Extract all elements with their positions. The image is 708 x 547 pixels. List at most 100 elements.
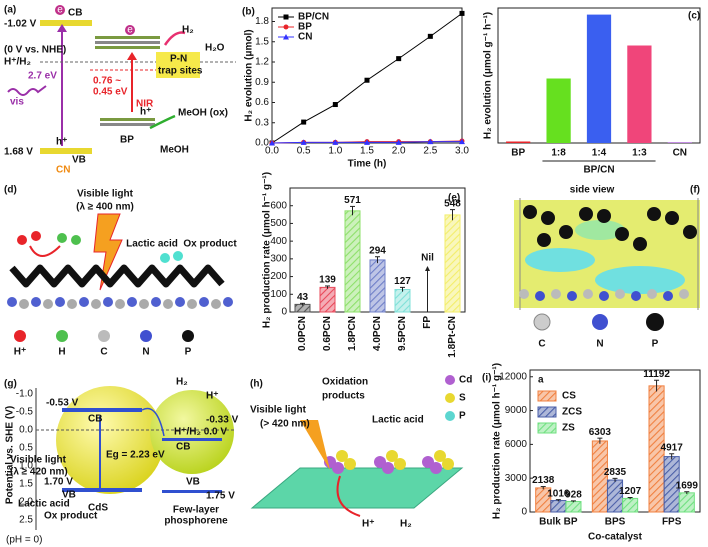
cn-cb <box>40 20 92 26</box>
electron <box>125 25 135 35</box>
atom <box>160 253 170 263</box>
x-tick-label: 0.5 <box>297 146 311 157</box>
legend-label: P <box>459 411 466 422</box>
legend-swatch <box>98 330 110 342</box>
tick-label: -1.0 <box>16 389 34 400</box>
atom <box>71 235 81 245</box>
value-label: 2835 <box>604 467 627 478</box>
cn-layer <box>7 297 233 309</box>
legend-label: N <box>142 347 149 358</box>
label: H₂ <box>400 519 412 530</box>
legend-swatch <box>537 406 557 418</box>
panel-g: (g) Potential vs. SHE (V) -1.0 -0.5 0.0 … <box>4 377 239 546</box>
label: CB <box>68 8 82 19</box>
x-tick-label: Bulk BP <box>539 517 578 528</box>
panel-h: (h) Visible light (> 420 nm) Oxidation p… <box>250 375 472 530</box>
transfer-arrow <box>141 407 165 437</box>
y-tick-label: 1.2 <box>255 57 269 68</box>
bar <box>319 286 336 313</box>
label: -1.02 V <box>4 19 37 30</box>
x-tick-label: 2.5 <box>423 146 437 157</box>
label: e <box>127 25 133 36</box>
point <box>459 10 465 16</box>
bp-cb <box>162 438 222 441</box>
label: 2.7 eV <box>28 71 57 82</box>
y-tick-label: 0.9 <box>255 77 269 88</box>
label: Ox product <box>183 239 237 250</box>
x-tick-label: 9.5PCN <box>397 316 408 351</box>
view-label: side view <box>570 185 615 196</box>
y-tick-label: 6000 <box>505 439 528 450</box>
cds-particle <box>56 386 164 494</box>
label: H⁺/H₂ <box>4 57 31 68</box>
label: CB <box>88 414 102 425</box>
y-tick-label: 12000 <box>499 371 527 382</box>
y-tick-label: 200 <box>270 271 287 282</box>
label: CN <box>56 165 70 176</box>
x-tick-label: FP <box>422 316 433 329</box>
value-label: 139 <box>319 275 336 286</box>
tick-label: 0.5 <box>19 443 33 454</box>
label: products <box>322 391 365 402</box>
x-tick-label: 3.0 <box>455 146 469 157</box>
legend-swatch <box>140 330 152 342</box>
x-tick-label: BPS <box>605 517 626 528</box>
label: (> 420 nm) <box>260 419 310 430</box>
label: H⁺ <box>362 519 375 530</box>
point <box>395 139 402 145</box>
cds-vb <box>62 488 142 492</box>
point <box>332 139 339 145</box>
legend-label: C <box>100 347 107 358</box>
value-label: 548 <box>444 198 461 209</box>
label: Lactic acid <box>126 239 178 250</box>
legend-label: CN <box>298 32 312 43</box>
tick-label: 0.0 <box>19 425 33 436</box>
arrow-head <box>57 24 67 32</box>
x-tick-label: 4.0PCN <box>372 316 383 351</box>
bar <box>369 259 386 313</box>
atom <box>31 231 41 241</box>
value-label: 43 <box>297 292 309 303</box>
x-tick-label: 0.0 <box>265 146 279 157</box>
y-tick-label: 0.6 <box>255 97 269 108</box>
legend-label: CS <box>562 391 576 402</box>
panel-d: (d) Visible light (λ ≥ 400 nm) Lactic ac… <box>4 185 237 358</box>
legend-swatch <box>646 313 664 331</box>
legend-swatch <box>537 390 557 402</box>
point <box>427 33 433 39</box>
point <box>396 56 402 62</box>
panel-label: (e) <box>448 193 460 204</box>
value-label: 928 <box>565 490 582 501</box>
panel-label: (c) <box>688 11 700 22</box>
light-bolt <box>93 213 123 291</box>
point <box>269 140 275 146</box>
value-label: 1699 <box>676 480 699 491</box>
ox-arrow <box>149 114 176 130</box>
panel-label: (d) <box>4 185 17 196</box>
bar <box>627 45 652 143</box>
x-tick-label: 0.6PCN <box>322 316 333 351</box>
x-tick-label: 1:8 <box>551 148 566 159</box>
charge-density <box>525 248 595 272</box>
legend-swatch <box>445 375 455 385</box>
bar <box>622 497 639 513</box>
bar <box>565 501 582 513</box>
x-tick-label: 1.8PCN <box>347 316 358 351</box>
label: Few-layer <box>173 505 219 516</box>
label: Lactic acid <box>18 499 70 510</box>
vis-wave <box>7 85 47 96</box>
y-tick-label: 600 <box>270 200 287 211</box>
legend-swatch <box>533 313 551 331</box>
arrow-head <box>425 266 430 271</box>
panel-label: (i) <box>482 373 491 384</box>
label: (pH = 0) <box>6 535 42 546</box>
value-label: 4917 <box>661 442 684 453</box>
label: (λ ≥ 400 nm) <box>76 202 134 213</box>
y-tick-label: 9000 <box>505 405 528 416</box>
arrow-head <box>127 52 137 60</box>
y-tick-label: 1.5 <box>255 36 269 47</box>
y-axis-label: H₂ evolution (μmol) <box>244 29 255 121</box>
bp-vb <box>100 118 155 126</box>
y-tick-label: 1.8 <box>255 16 269 27</box>
